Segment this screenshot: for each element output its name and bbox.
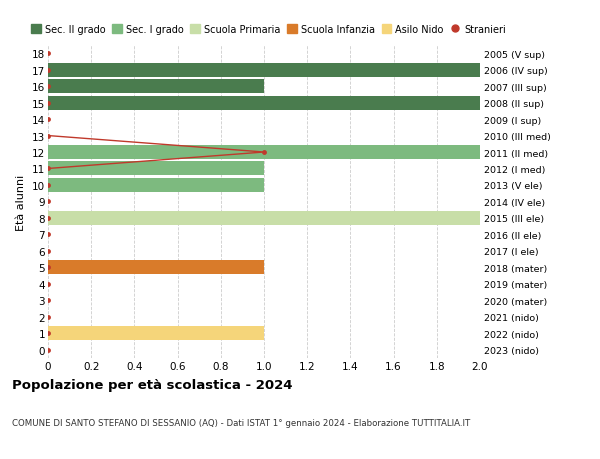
- Bar: [48, 212, 480, 225]
- Y-axis label: Età alunni: Età alunni: [16, 174, 26, 230]
- Bar: [48, 326, 264, 341]
- Legend: Sec. II grado, Sec. I grado, Scuola Primaria, Scuola Infanzia, Asilo Nido, Stran: Sec. II grado, Sec. I grado, Scuola Prim…: [31, 25, 506, 35]
- Text: Popolazione per età scolastica - 2024: Popolazione per età scolastica - 2024: [12, 379, 293, 392]
- Bar: [48, 261, 264, 274]
- Bar: [48, 96, 480, 110]
- Text: COMUNE DI SANTO STEFANO DI SESSANIO (AQ) - Dati ISTAT 1° gennaio 2024 - Elaboraz: COMUNE DI SANTO STEFANO DI SESSANIO (AQ)…: [12, 418, 470, 427]
- Bar: [48, 146, 480, 160]
- Bar: [48, 179, 264, 192]
- Bar: [48, 162, 264, 176]
- Bar: [48, 80, 264, 94]
- Bar: [48, 63, 480, 78]
